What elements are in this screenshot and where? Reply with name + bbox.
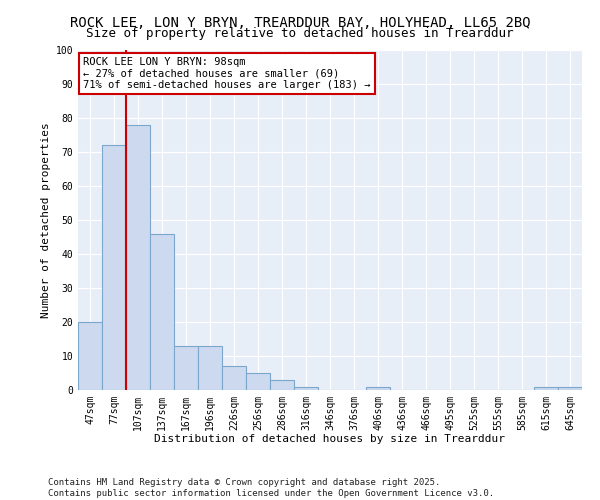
Text: Contains HM Land Registry data © Crown copyright and database right 2025.
Contai: Contains HM Land Registry data © Crown c… [48, 478, 494, 498]
X-axis label: Distribution of detached houses by size in Trearddur: Distribution of detached houses by size … [155, 434, 505, 444]
Bar [150, 234, 174, 390]
Bar [534, 386, 558, 390]
Bar [102, 145, 126, 390]
Text: Size of property relative to detached houses in Trearddur: Size of property relative to detached ho… [86, 28, 514, 40]
Text: ROCK LEE, LON Y BRYN, TREARDDUR BAY, HOLYHEAD, LL65 2BQ: ROCK LEE, LON Y BRYN, TREARDDUR BAY, HOL… [70, 16, 530, 30]
Bar [246, 373, 270, 390]
Bar [294, 386, 318, 390]
Bar [366, 386, 390, 390]
Y-axis label: Number of detached properties: Number of detached properties [41, 122, 52, 318]
Bar [126, 125, 150, 390]
Bar [78, 322, 102, 390]
Text: ROCK LEE LON Y BRYN: 98sqm
← 27% of detached houses are smaller (69)
71% of semi: ROCK LEE LON Y BRYN: 98sqm ← 27% of deta… [83, 57, 371, 90]
Bar [222, 366, 246, 390]
Bar [270, 380, 294, 390]
Bar [198, 346, 222, 390]
Bar [174, 346, 198, 390]
Bar [558, 386, 582, 390]
